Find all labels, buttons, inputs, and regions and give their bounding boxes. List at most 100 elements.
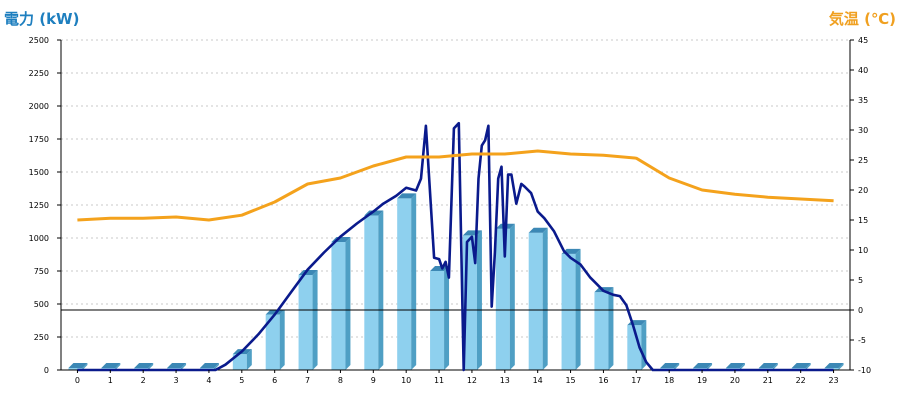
- x-tick-label: 16: [598, 376, 608, 385]
- bar-side: [181, 363, 187, 370]
- left-tick-label: 1000: [29, 234, 49, 243]
- bar-side: [476, 230, 482, 370]
- right-tick-label: -5: [858, 336, 866, 345]
- bar-top: [660, 363, 680, 368]
- x-tick-label: 2: [141, 376, 146, 385]
- left-tick-label: 0: [44, 366, 49, 375]
- x-tick-label: 9: [371, 376, 376, 385]
- right-axis-label: 気温 (℃): [829, 10, 896, 28]
- left-tick-label: 500: [34, 300, 49, 309]
- bar-side: [608, 287, 614, 370]
- power-bar: [627, 320, 647, 370]
- right-tick-label: 0: [858, 306, 863, 315]
- bar-top: [824, 363, 844, 368]
- bar-front: [298, 274, 313, 370]
- power-bar: [364, 210, 384, 370]
- power-bar: [331, 236, 351, 370]
- right-tick-label: 25: [858, 156, 868, 165]
- left-tick-label: 2250: [29, 69, 49, 78]
- bar-front: [594, 292, 609, 370]
- bar-front: [430, 271, 445, 370]
- left-tick-label: 2000: [29, 102, 49, 111]
- x-tick-label: 12: [467, 376, 477, 385]
- power-bar: [397, 193, 417, 370]
- power-bars: [68, 193, 844, 370]
- bar-top: [528, 227, 548, 233]
- x-tick-label: 17: [631, 376, 641, 385]
- x-tick-label: 19: [697, 376, 707, 385]
- x-tick-label: 5: [239, 376, 244, 385]
- bar-side: [82, 363, 88, 370]
- bar-front: [627, 325, 642, 370]
- bar-top: [693, 363, 713, 368]
- power-bar: [68, 363, 88, 370]
- bar-side: [279, 309, 285, 370]
- bar-side: [674, 363, 680, 370]
- bar-top: [134, 363, 154, 368]
- x-tick-label: 1: [108, 376, 113, 385]
- bar-front: [495, 228, 510, 370]
- bar-front: [364, 215, 379, 370]
- left-axis-label: 電力 (kW): [4, 10, 79, 28]
- bar-front: [397, 198, 412, 370]
- bar-top: [167, 363, 187, 368]
- x-tick-label: 8: [338, 376, 343, 385]
- right-tick-label: 15: [858, 216, 868, 225]
- power-bar: [561, 248, 581, 370]
- right-tick-label: 40: [858, 66, 868, 75]
- x-tick-label: 15: [565, 376, 575, 385]
- right-tick-label: 35: [858, 96, 868, 105]
- bar-top: [68, 363, 88, 368]
- right-tick-label: 10: [858, 246, 868, 255]
- bar-side: [707, 363, 713, 370]
- x-tick-label: 6: [272, 376, 277, 385]
- right-tick-label: 45: [858, 36, 868, 45]
- bar-top: [725, 363, 745, 368]
- left-tick-label: 1250: [29, 201, 49, 210]
- x-tick-label: 7: [305, 376, 310, 385]
- power-bar: [528, 227, 548, 370]
- bar-side: [246, 349, 252, 370]
- bar-top: [791, 363, 811, 368]
- bar-side: [312, 269, 318, 370]
- bar-front: [68, 368, 83, 370]
- x-tick-label: 13: [500, 376, 510, 385]
- x-tick-label: 10: [401, 376, 411, 385]
- bar-side: [575, 248, 581, 370]
- x-tick-label: 4: [206, 376, 211, 385]
- series-lines: [77, 121, 834, 372]
- power-line: [77, 121, 834, 372]
- power-bar: [298, 269, 318, 370]
- left-tick-label: 1500: [29, 168, 49, 177]
- bar-front: [561, 253, 576, 370]
- x-tick-label: 14: [533, 376, 543, 385]
- bar-front: [232, 354, 247, 370]
- tick-labels: 02505007501000125015001750200022502500-1…: [29, 36, 871, 385]
- bar-side: [378, 210, 384, 370]
- right-tick-label: -10: [858, 366, 871, 375]
- left-tick-label: 750: [34, 267, 49, 276]
- bar-front: [331, 241, 346, 370]
- bar-side: [345, 236, 351, 370]
- bar-side: [509, 223, 515, 370]
- x-tick-label: 3: [174, 376, 179, 385]
- bar-top: [199, 363, 219, 368]
- right-tick-label: 20: [858, 186, 868, 195]
- right-tick-label: 30: [858, 126, 868, 135]
- left-tick-label: 2500: [29, 36, 49, 45]
- bar-side: [772, 363, 778, 370]
- bar-top: [101, 363, 121, 368]
- bar-side: [838, 363, 844, 370]
- bar-side: [115, 363, 121, 370]
- bar-side: [542, 227, 548, 370]
- x-tick-label: 11: [434, 376, 444, 385]
- x-tick-label: 22: [796, 376, 806, 385]
- left-tick-label: 250: [34, 333, 49, 342]
- bar-side: [148, 363, 154, 370]
- bar-top: [758, 363, 778, 368]
- gridlines: [61, 39, 850, 338]
- x-tick-label: 23: [828, 376, 838, 385]
- right-tick-label: 5: [858, 276, 863, 285]
- bar-side: [444, 266, 450, 370]
